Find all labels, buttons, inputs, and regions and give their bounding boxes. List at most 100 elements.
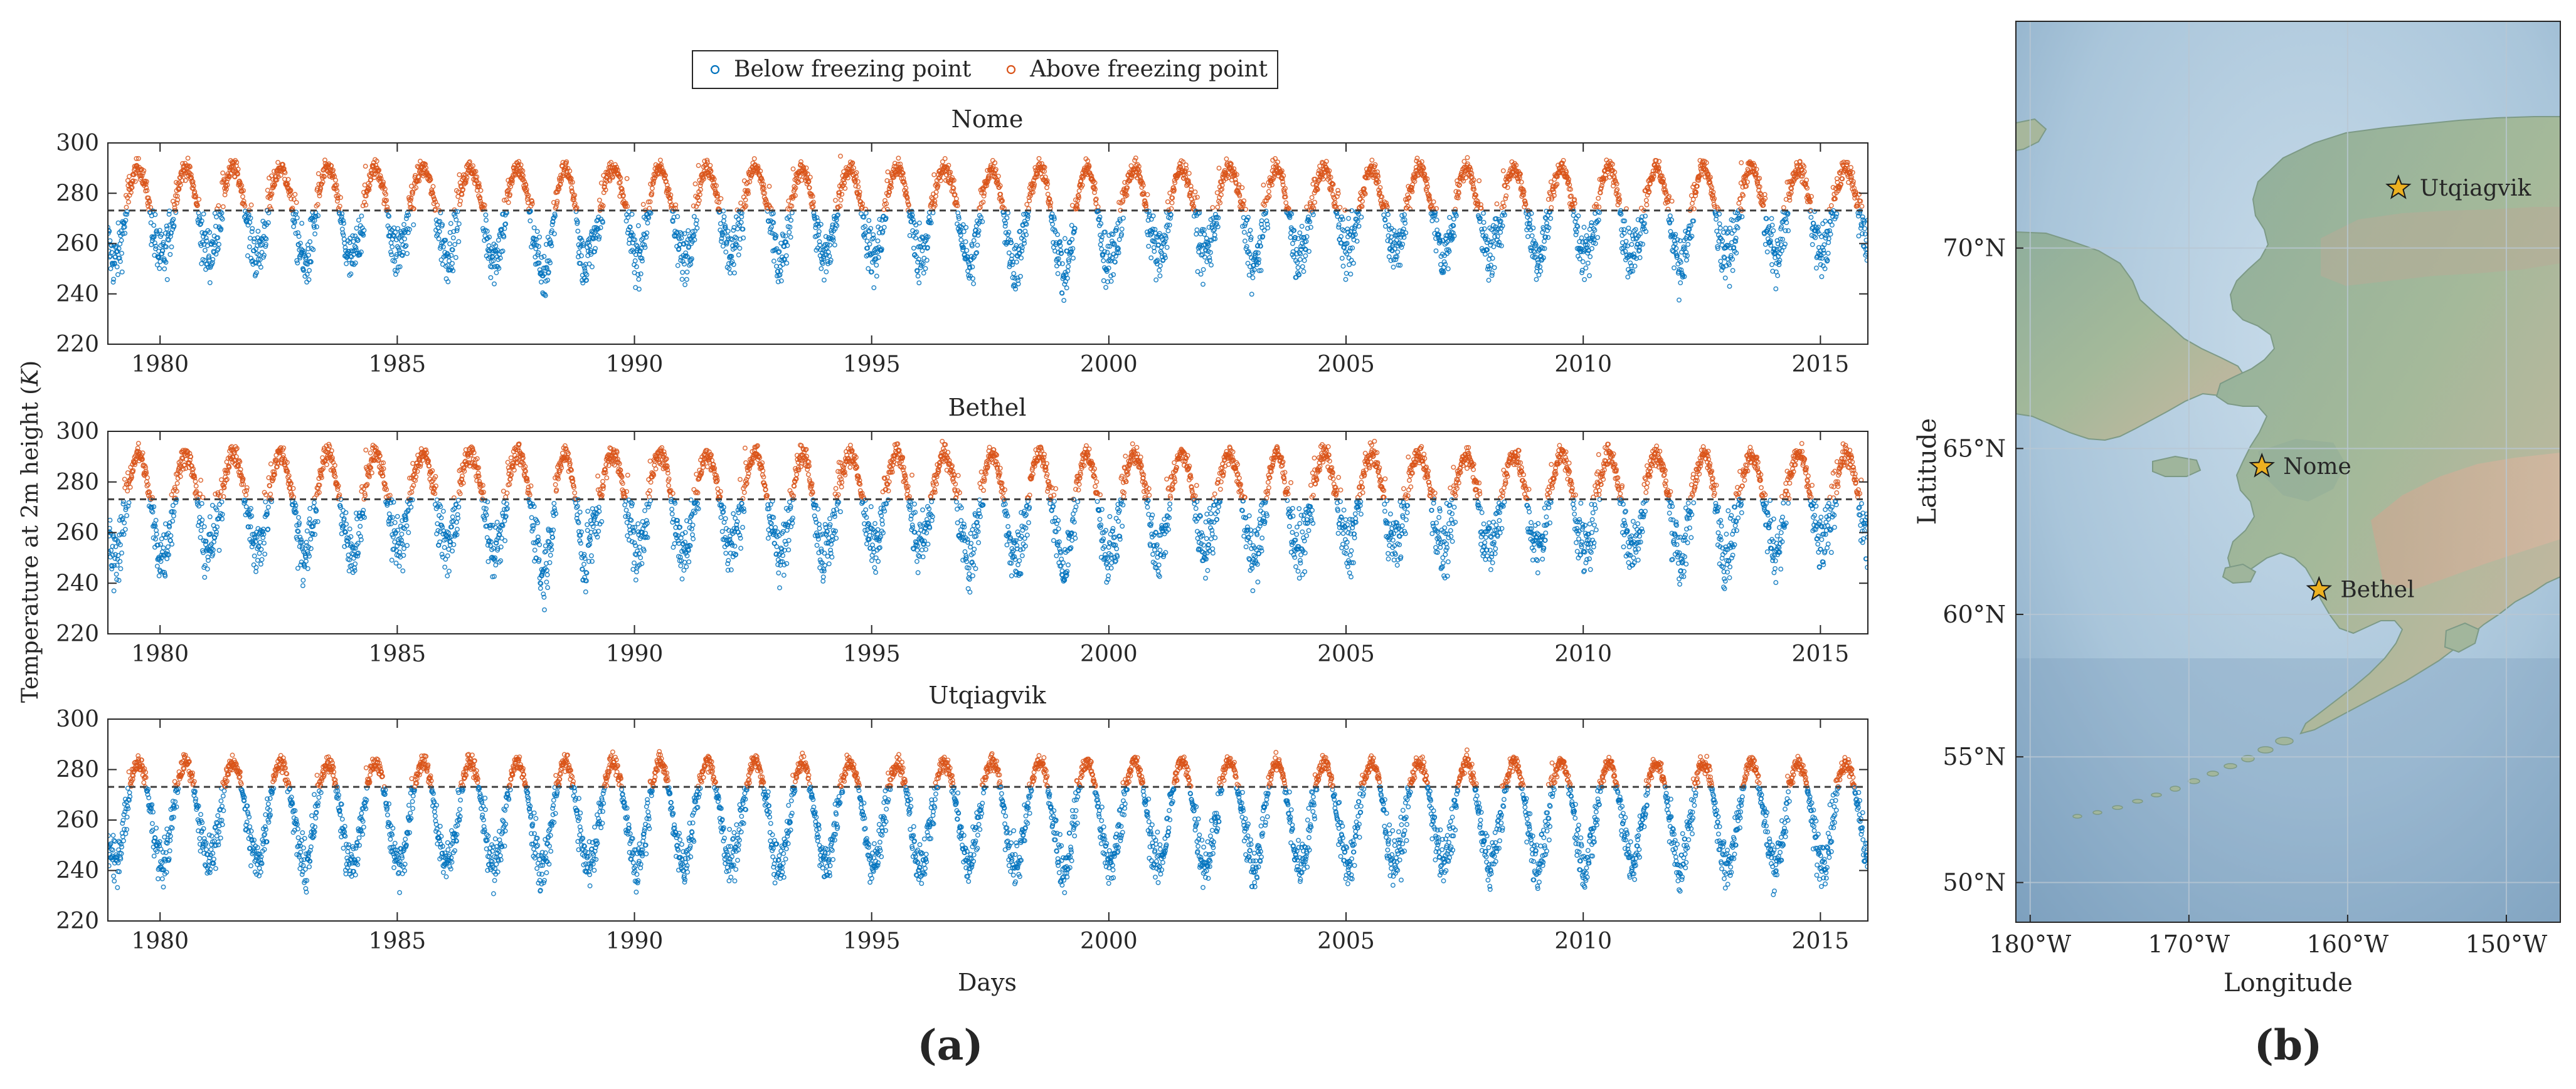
scatter-point-above [1234, 172, 1239, 177]
scatter-point-above [887, 189, 893, 195]
scatter-point-below [1207, 255, 1212, 260]
scatter-point-below [1007, 261, 1012, 267]
scatter-point-below [490, 258, 496, 264]
scatter-point-above [987, 176, 992, 181]
scatter-point-above [335, 196, 341, 201]
scatter-point-below [693, 221, 699, 226]
scatter-point-above [951, 186, 957, 191]
scatter-point-above [1027, 193, 1033, 198]
scatter-point-above [337, 203, 342, 209]
scatter-point-below [956, 216, 962, 221]
scatter-point-below [1434, 218, 1439, 223]
scatter-point-below [682, 231, 687, 236]
scatter-point-below [341, 236, 347, 242]
scatter-point-above [188, 174, 194, 180]
scatter-point-below [307, 239, 313, 245]
scatter-point-above [1076, 195, 1081, 201]
scatter-point-above [1269, 182, 1275, 187]
scatter-point-below [154, 231, 160, 236]
scatter-point-below [389, 252, 395, 258]
scatter-point-above [186, 163, 192, 169]
scatter-point-below [1098, 221, 1104, 226]
scatter-point-above [1192, 189, 1198, 195]
x-tick-label: 2000 [1080, 352, 1138, 377]
scatter-point-above [368, 177, 374, 182]
scatter-point-above [1092, 190, 1097, 196]
scatter-point-above [1089, 173, 1095, 179]
scatter-point-above [896, 155, 901, 161]
scatter-point-below [1059, 261, 1065, 266]
scatter-point-below [1402, 212, 1407, 218]
scatter-point-above [806, 179, 812, 184]
scatter-point-below [781, 256, 787, 262]
scatter-point-below [725, 234, 731, 239]
scatter-point-below [827, 253, 832, 259]
scatter-point-below [116, 246, 122, 251]
scatter-point-below [920, 248, 925, 253]
scatter-point-below [1336, 224, 1342, 230]
scatter-point-below [1298, 251, 1303, 257]
scatter-point-below [1581, 224, 1587, 230]
scatter-point-above [708, 162, 713, 168]
scatter-point-above [618, 175, 623, 181]
scatter-point-below [1525, 234, 1530, 239]
scatter-point-below [484, 218, 489, 223]
scatter-point-below [638, 271, 644, 276]
scatter-point-below [741, 235, 746, 241]
scatter-point-below [642, 242, 647, 248]
scatter-point-below [1717, 221, 1722, 226]
scatter-point-above [175, 197, 181, 203]
scatter-point-below [1022, 241, 1027, 246]
scatter-point-below [625, 214, 631, 220]
scatter-point-above [1375, 169, 1380, 175]
scatter-point-below [1595, 234, 1601, 240]
scatter-point-below [1165, 222, 1170, 228]
scatter-point-below [392, 258, 398, 264]
scatter-point-below [588, 251, 594, 257]
scatter-point-above [1333, 203, 1338, 209]
scatter-point-above [516, 159, 522, 164]
scatter-point-above [382, 186, 388, 192]
scatter-point-above [1045, 181, 1051, 187]
scatter-point-below [1290, 249, 1296, 255]
scatter-point-above [1359, 204, 1365, 209]
scatter-point-below [1117, 218, 1123, 224]
scatter-point-above [607, 178, 613, 184]
scatter-point-below [1336, 222, 1342, 228]
scatter-point-above [603, 187, 608, 192]
scatter-point-below [207, 229, 213, 235]
scatter-point-below [1024, 232, 1029, 238]
scatter-point-above [467, 159, 472, 164]
scatter-point-below [1211, 228, 1216, 233]
legend-below-label: Below freezing point [734, 56, 972, 82]
scatter-point-below [1097, 214, 1103, 220]
scatter-point-below [253, 260, 259, 266]
scatter-point-above [891, 164, 897, 169]
scatter-point-above [995, 174, 1001, 179]
scatter-point-below [633, 264, 639, 270]
scatter-point-below [254, 270, 260, 275]
scatter-point-below [576, 242, 581, 248]
scatter-point-below [1055, 271, 1061, 276]
scatter-point-below [721, 218, 726, 224]
scatter-point-above [792, 192, 798, 198]
scatter-point-below [203, 235, 209, 241]
scatter-point-below [1256, 260, 1261, 266]
scatter-point-above [610, 174, 615, 180]
legend-above-label: Above freezing point [1029, 56, 1268, 82]
scatter-point-above [885, 169, 891, 175]
x-tick-label: 2010 [1554, 352, 1612, 377]
scatter-point-above [1093, 196, 1099, 202]
scatter-point-above [234, 159, 240, 165]
scatter-point-below [1155, 258, 1160, 263]
scatter-point-below [1119, 231, 1125, 237]
scatter-point-below [1209, 262, 1214, 268]
scatter-point-below [537, 234, 543, 240]
scatter-point-below [456, 221, 462, 226]
x-tick-label: 1980 [131, 352, 189, 377]
scatter-point-below [1206, 224, 1212, 230]
scatter-point-above [1123, 187, 1129, 193]
scatter-point-above [640, 202, 646, 208]
scatter-point-below [448, 253, 454, 258]
scatter-point-below [593, 246, 598, 251]
